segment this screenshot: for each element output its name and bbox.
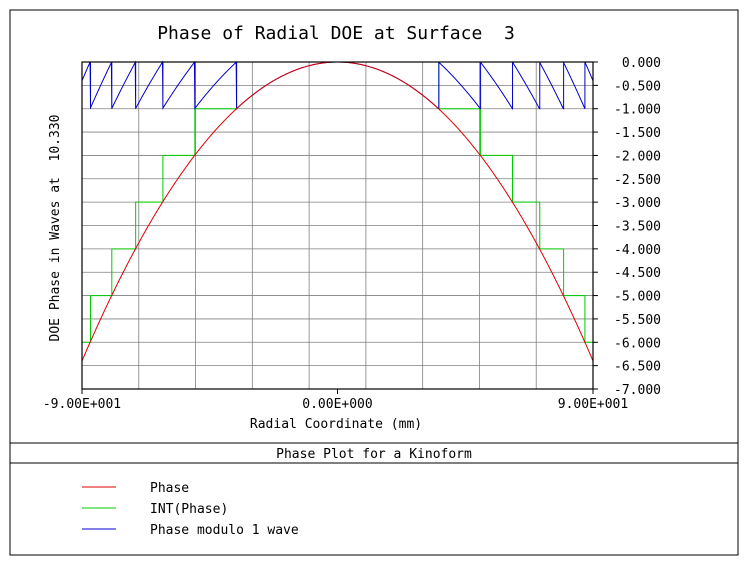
y-tick-label: -4.000: [614, 243, 661, 258]
y-tick-label: -2.000: [614, 149, 661, 164]
legend-label: Phase: [150, 481, 189, 496]
legend: Phase INT(Phase) Phase modulo 1 wave: [82, 481, 299, 538]
y-tick-label: -3.500: [614, 220, 661, 235]
x-tick-label: 9.00E+001: [558, 397, 628, 412]
legend-label: INT(Phase): [150, 502, 228, 517]
y-tick-label: -5.000: [614, 290, 661, 305]
y-tick-label: -4.500: [614, 266, 661, 281]
y-tick-label: -3.000: [614, 196, 661, 211]
chart-subtitle: Phase Plot for a Kinoform: [276, 447, 472, 462]
y-tick-label: -6.500: [614, 360, 661, 375]
y-tick-label: -1.500: [614, 126, 661, 141]
x-axis-label: Radial Coordinate (mm): [250, 417, 422, 432]
y-tick-label: 0.000: [622, 56, 661, 71]
x-tick-label: -9.00E+001: [43, 397, 121, 412]
y-tick-label: -7.000: [614, 383, 661, 398]
y-tick-label: -1.000: [614, 103, 661, 118]
ticks: 0.000 -0.500 -1.000 -1.500 -2.000 -2.500 -3.00…: [43, 56, 661, 412]
series-group: [81, 60, 594, 362]
y-tick-label: -6.000: [614, 336, 661, 351]
y-axis-label: DOE Phase in Waves at 10.330: [48, 115, 63, 342]
series-phase: [81, 61, 594, 362]
y-tick-label: -2.500: [614, 173, 661, 188]
outer-frame: [9, 9, 739, 556]
legend-label: Phase modulo 1 wave: [150, 523, 299, 538]
y-tick-label: -0.500: [614, 79, 661, 94]
x-tick-label: 0.00E+000: [302, 397, 372, 412]
grid: [82, 61, 593, 390]
chart-title: Phase of Radial DOE at Surface 3: [157, 23, 515, 44]
y-tick-label: -5.500: [614, 313, 661, 328]
